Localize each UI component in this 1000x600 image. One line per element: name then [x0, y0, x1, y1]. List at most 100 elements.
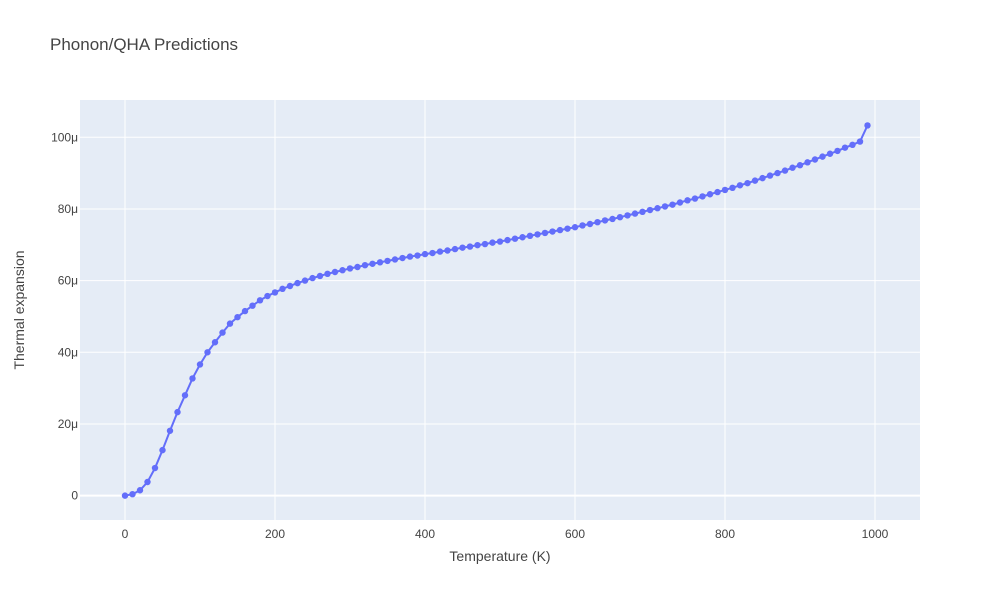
- data-point: [654, 205, 661, 212]
- data-point: [849, 141, 856, 148]
- data-point: [234, 313, 241, 321]
- data-point: [406, 253, 414, 260]
- data-point: [339, 267, 346, 274]
- series-layer: [121, 122, 871, 499]
- x-axis-ticks: 0 200 400 600 800 1000: [122, 527, 889, 541]
- data-point: [144, 478, 151, 486]
- data-point: [466, 243, 474, 250]
- chart-title: Phonon/QHA Predictions: [50, 35, 238, 54]
- data-point: [601, 217, 609, 224]
- data-point: [736, 182, 744, 189]
- data-point: [616, 213, 624, 221]
- data-point: [459, 244, 466, 251]
- x-axis-title: Temperature (K): [449, 548, 550, 564]
- data-point: [699, 193, 706, 200]
- data-point: [819, 153, 826, 160]
- data-point: [241, 307, 249, 315]
- data-point: [354, 263, 361, 271]
- data-point: [811, 156, 819, 163]
- y-tick-label: 60μ: [58, 274, 78, 288]
- data-point: [781, 167, 789, 174]
- data-point: [774, 169, 781, 177]
- data-point: [856, 138, 864, 145]
- data-point: [399, 254, 406, 262]
- y-axis-title: Thermal expansion: [11, 250, 27, 369]
- data-point: [661, 203, 669, 210]
- series-line: [124, 125, 869, 497]
- data-point: [519, 234, 526, 241]
- data-point: [264, 292, 271, 300]
- x-tick-label: 400: [415, 527, 435, 541]
- data-point: [129, 491, 136, 498]
- data-point: [504, 236, 511, 244]
- y-tick-label: 0: [71, 489, 78, 503]
- data-point: [271, 289, 279, 296]
- x-tick-label: 1000: [862, 527, 889, 541]
- data-point: [729, 184, 736, 191]
- data-point: [766, 172, 774, 179]
- data-point: [181, 392, 189, 399]
- data-point: [286, 282, 294, 290]
- data-point: [204, 349, 211, 356]
- data-point: [684, 197, 691, 204]
- data-point: [414, 252, 421, 259]
- data-point: [331, 268, 339, 276]
- data-point: [609, 215, 616, 223]
- data-point: [391, 256, 399, 263]
- data-point: [451, 245, 459, 253]
- data-point: [751, 177, 759, 184]
- data-point: [706, 191, 714, 198]
- y-tick-label: 80μ: [58, 202, 78, 216]
- data-point: [376, 259, 384, 266]
- data-point: [444, 247, 451, 254]
- data-point: [759, 174, 766, 182]
- y-axis-ticks: 0 20μ 40μ 60μ 80μ 100μ: [51, 130, 78, 502]
- data-point: [631, 210, 639, 217]
- data-point: [309, 274, 316, 282]
- x-tick-label: 0: [122, 527, 129, 541]
- data-point: [691, 195, 699, 202]
- data-point: [421, 250, 429, 258]
- data-point: [151, 464, 159, 472]
- data-point: [841, 144, 849, 151]
- data-point: [429, 249, 436, 257]
- grid-lines: [80, 100, 920, 520]
- data-point: [669, 201, 676, 208]
- data-point: [594, 219, 601, 226]
- data-point: [676, 199, 684, 206]
- y-tick-label: 20μ: [58, 417, 78, 431]
- y-tick-label: 40μ: [58, 345, 78, 359]
- data-point: [714, 188, 721, 196]
- data-point: [549, 228, 556, 235]
- data-point: [864, 122, 871, 129]
- data-point: [564, 225, 571, 232]
- data-point: [556, 226, 564, 234]
- data-point: [256, 297, 264, 304]
- data-point: [639, 208, 646, 216]
- data-point: [646, 206, 654, 214]
- y-tick-label: 100μ: [51, 130, 78, 144]
- data-point: [481, 240, 489, 248]
- data-point: [526, 232, 534, 240]
- x-tick-label: 800: [715, 527, 735, 541]
- data-point: [789, 164, 796, 171]
- data-point: [384, 257, 391, 265]
- data-point: [136, 487, 144, 494]
- data-point: [474, 241, 481, 249]
- data-point: [571, 224, 579, 231]
- data-point: [796, 162, 804, 169]
- data-point: [346, 265, 354, 272]
- data-point: [369, 260, 376, 267]
- data-point: [721, 186, 729, 194]
- data-point: [534, 231, 541, 238]
- data-point: [834, 147, 841, 155]
- data-point: [541, 229, 549, 237]
- data-point: [189, 375, 196, 382]
- plot-area: [80, 100, 920, 520]
- data-point: [624, 212, 631, 219]
- data-point: [249, 302, 256, 309]
- data-point: [511, 235, 519, 242]
- data-point: [361, 262, 369, 269]
- data-point: [579, 222, 586, 229]
